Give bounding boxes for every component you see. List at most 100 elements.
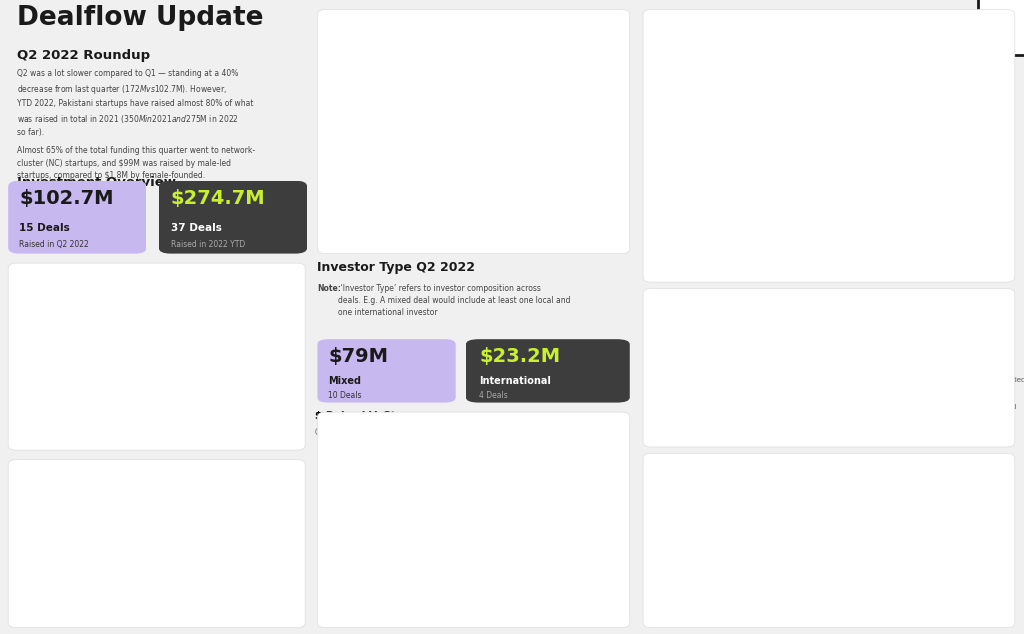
Text: 6: 6 <box>420 518 424 527</box>
Text: Note:: Note: <box>317 284 341 293</box>
Text: $10M: $10M <box>582 578 603 584</box>
Bar <box>35 434 65 437</box>
Bar <box>408 567 436 591</box>
Bar <box>732 178 762 263</box>
Ellipse shape <box>532 146 614 224</box>
Text: $54M: $54M <box>525 483 547 489</box>
Text: $40.4M: $40.4M <box>395 122 465 141</box>
Text: 2018 - 2022 YTD: 2018 - 2022 YTD <box>23 285 86 294</box>
Text: 15 Deals: 15 Deals <box>19 223 70 233</box>
Text: $23.2M: $23.2M <box>479 347 560 366</box>
Text: $66M: $66M <box>898 561 940 575</box>
Text: 18: 18 <box>688 247 698 256</box>
Text: Pre-Series A: Pre-Series A <box>211 596 257 605</box>
Text: $274.7M: $274.7M <box>171 190 265 209</box>
Text: E-Commerce: E-Commerce <box>394 156 466 166</box>
Text: Investor Type Q2 2022: Investor Type Q2 2022 <box>317 261 475 275</box>
Text: $1.8M: $1.8M <box>959 393 988 403</box>
Text: Dealflow Update: Dealflow Update <box>17 5 264 31</box>
Text: $172M: $172M <box>893 70 923 79</box>
Bar <box>785 78 815 263</box>
Text: Q2 2022: Q2 2022 <box>654 314 690 323</box>
Text: Female CoFounded: Female CoFounded <box>959 377 1024 384</box>
FancyBboxPatch shape <box>159 181 307 254</box>
Text: $47M: $47M <box>91 410 115 418</box>
Text: Female Founded: Female Founded <box>959 404 1017 410</box>
Text: 10 Deals: 10 Deals <box>329 391 362 400</box>
Text: $11.5M: $11.5M <box>211 574 257 584</box>
Text: 31: 31 <box>44 430 54 440</box>
Text: Q2 was a lot slower compared to Q1 — standing at a 40%
decrease from last quarte: Q2 was a lot slower compared to Q1 — sta… <box>17 70 254 138</box>
Ellipse shape <box>514 27 621 148</box>
Text: 1: 1 <box>476 583 481 592</box>
Text: Prominent startups
from which employees go on to found other
companies (eg. Care: Prominent startups from which employees … <box>654 514 812 537</box>
Text: $13.3M: $13.3M <box>555 176 592 185</box>
Text: Q2 2022: Q2 2022 <box>315 428 347 437</box>
Bar <box>679 240 708 263</box>
Text: $69M: $69M <box>843 178 866 186</box>
Text: $177M: $177M <box>786 65 815 74</box>
Text: Network Cluster (NC):: Network Cluster (NC): <box>654 493 750 502</box>
Text: $102.7M: $102.7M <box>19 190 114 209</box>
Text: $1.5M: $1.5M <box>959 366 988 375</box>
Text: Healthtech: Healthtech <box>553 195 595 204</box>
Text: 5: 5 <box>362 531 368 540</box>
Text: $8.2M: $8.2M <box>353 582 377 588</box>
Bar <box>408 591 436 609</box>
Text: NC Startups: NC Startups <box>896 582 942 591</box>
Text: Almost 65% of the total funding this quarter went to network-
cluster (NC) start: Almost 65% of the total funding this qua… <box>17 146 255 180</box>
Text: $36.4M: $36.4M <box>897 495 941 505</box>
Text: $65M: $65M <box>145 404 168 413</box>
Text: $350M: $350M <box>196 309 224 318</box>
Text: $ Raised V. Quarter: $ Raised V. Quarter <box>664 10 777 20</box>
Text: $ Raised V. Gender: $ Raised V. Gender <box>654 293 772 303</box>
Text: Top Funded Sectors: Top Funded Sectors <box>330 17 453 27</box>
Text: 37 Deals: 37 Deals <box>171 223 221 233</box>
Text: $10.7M: $10.7M <box>408 559 436 564</box>
Text: 22: 22 <box>796 166 805 175</box>
Text: Series A: Series A <box>131 596 162 605</box>
Wedge shape <box>861 479 982 602</box>
Ellipse shape <box>220 529 247 552</box>
Ellipse shape <box>680 309 940 445</box>
Text: 83: 83 <box>205 369 216 378</box>
Text: Network Cluster (NC) Startups:: Network Cluster (NC) Startups: <box>654 547 788 557</box>
FancyBboxPatch shape <box>978 0 1024 55</box>
Text: $82M: $82M <box>735 164 759 173</box>
Text: $12M: $12M <box>38 421 61 430</box>
Bar <box>249 346 279 437</box>
Text: $27.7M: $27.7M <box>543 72 592 84</box>
Text: Fintech: Fintech <box>551 98 584 107</box>
Text: Mixed: Mixed <box>329 376 361 386</box>
Text: $11.5M: $11.5M <box>464 574 494 581</box>
Text: 23: 23 <box>850 223 859 231</box>
Ellipse shape <box>336 49 523 244</box>
Bar <box>350 591 379 609</box>
Text: Top Deals by Amount Q2 2022: Top Deals by Amount Q2 2022 <box>20 470 208 480</box>
Text: ‘Investor Type’ refers to investor composition across
deals. E.g. A mixed deal w: ‘Investor Type’ refers to investor compo… <box>338 284 570 317</box>
Bar <box>196 321 225 437</box>
Text: $ Raised V. Deal Count: $ Raised V. Deal Count <box>23 273 156 283</box>
Text: Series A: Series A <box>43 596 74 605</box>
Text: $79M: $79M <box>329 347 388 366</box>
FancyBboxPatch shape <box>466 339 630 403</box>
Text: Startups
with at least one founding team member
who's a part of an identified ne: Startups with at least one founding team… <box>654 568 815 590</box>
Text: International: International <box>479 376 551 386</box>
FancyBboxPatch shape <box>8 181 146 254</box>
Text: Raised in 2022 YTD: Raised in 2022 YTD <box>171 240 245 249</box>
Text: $ Raised V. Stage: $ Raised V. Stage <box>315 411 418 421</box>
Text: 19: 19 <box>742 216 752 224</box>
Bar <box>465 584 493 609</box>
Text: 2021 - 2022 YTD: 2021 - 2022 YTD <box>664 27 727 36</box>
Bar <box>973 40 990 60</box>
Text: 1: 1 <box>590 583 595 592</box>
Legend: Seed Extension: Seed Extension <box>319 443 406 458</box>
Text: $17M: $17M <box>129 574 164 584</box>
Text: 48: 48 <box>152 421 162 430</box>
Text: 37: 37 <box>258 383 269 392</box>
Text: $99.4M: $99.4M <box>773 356 848 373</box>
Text: 22: 22 <box>903 169 912 178</box>
Text: Investment Overview: Investment Overview <box>17 176 176 189</box>
Bar <box>142 416 171 437</box>
Text: Non-NC Startups: Non-NC Startups <box>890 516 948 522</box>
